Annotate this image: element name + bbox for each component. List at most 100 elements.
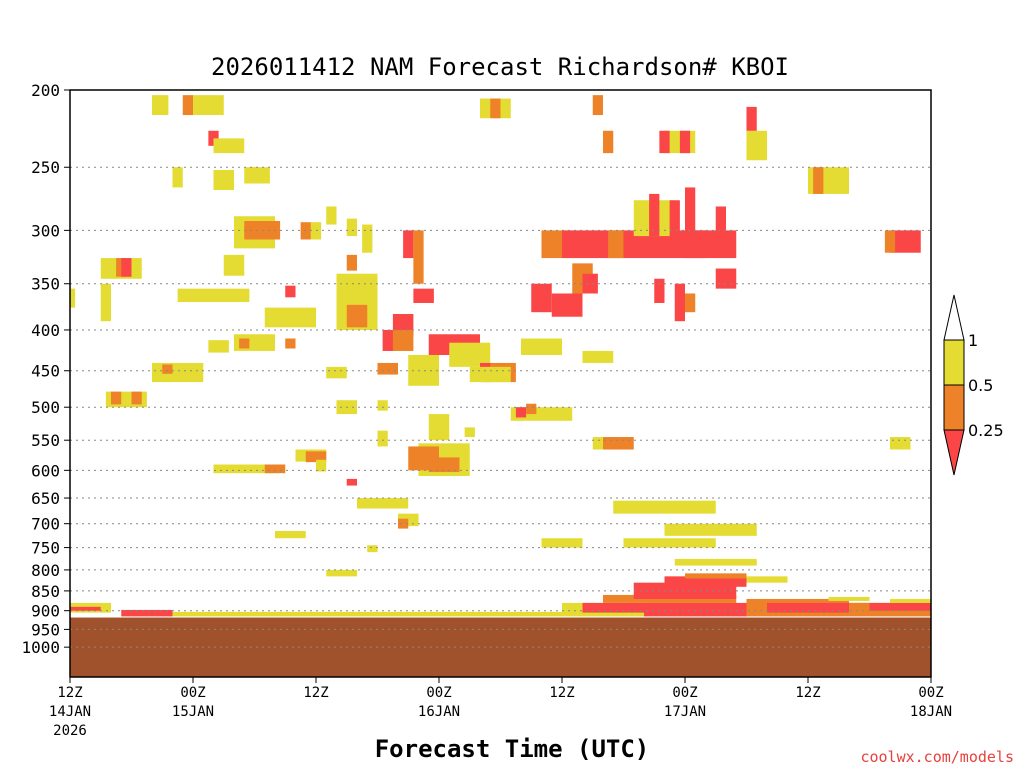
chart-title: 2026011412 NAM Forecast Richardson# KBOI bbox=[211, 53, 789, 81]
richardson-cell bbox=[603, 130, 614, 154]
x-axis: 12Z 14JAN 2026 00Z 15JAN 12Z 00Z 16JAN 12Z 00Z 17J… bbox=[49, 677, 952, 739]
richardson-cell bbox=[669, 200, 680, 248]
richardson-cell bbox=[100, 283, 111, 322]
richardson-cell bbox=[890, 437, 911, 450]
richardson-cell bbox=[70, 288, 76, 308]
x-tick-label: 18JAN bbox=[910, 704, 952, 720]
richardson-cell bbox=[152, 95, 169, 116]
richardson-cell bbox=[387, 329, 414, 351]
x-tick-label: 12Z bbox=[795, 685, 820, 701]
richardson-cell bbox=[531, 283, 552, 313]
richardson-cell bbox=[346, 304, 368, 328]
richardson-cell bbox=[244, 167, 270, 184]
richardson-cell bbox=[449, 342, 491, 367]
colorbar-legend: 1 0.5 0.25 bbox=[943, 294, 1004, 476]
x-tick-label: 00Z bbox=[180, 685, 205, 701]
richardson-band bbox=[767, 602, 870, 613]
richardson-cell bbox=[377, 430, 388, 447]
richardson-cell bbox=[213, 464, 275, 474]
y-tick-label: 900 bbox=[31, 602, 60, 621]
richardson-band bbox=[890, 598, 931, 603]
richardson-cell bbox=[382, 329, 393, 351]
richardson-cell bbox=[377, 362, 398, 375]
richardson-cell bbox=[428, 414, 450, 441]
richardson-cell bbox=[608, 230, 624, 259]
richardson-cell bbox=[715, 268, 737, 289]
y-tick-label: 1000 bbox=[21, 638, 60, 657]
richardson-cell bbox=[326, 569, 357, 577]
x-tick-label: 12Z bbox=[549, 685, 574, 701]
colorbar-label: 0.5 bbox=[968, 376, 993, 395]
richardson-cell bbox=[398, 518, 409, 529]
x-tick-label: 00Z bbox=[918, 685, 943, 701]
richardson-cell bbox=[285, 338, 296, 349]
richardson-cell bbox=[603, 437, 634, 450]
richardson-cell bbox=[654, 278, 665, 303]
richardson-cell bbox=[464, 427, 475, 438]
richardson-cell bbox=[208, 130, 219, 146]
richardson-cell bbox=[264, 307, 316, 328]
richardson-cell bbox=[613, 500, 716, 514]
richardson-cell bbox=[746, 106, 757, 131]
richardson-cell bbox=[346, 478, 357, 486]
x-tick-label: 00Z bbox=[672, 685, 697, 701]
y-tick-label: 750 bbox=[31, 539, 60, 558]
richardson-band bbox=[828, 596, 870, 601]
x-tick-label: 00Z bbox=[426, 685, 451, 701]
richardson-cell bbox=[182, 95, 193, 116]
richardson-cell bbox=[305, 451, 327, 463]
richardson-cell bbox=[177, 288, 250, 303]
y-tick-label: 350 bbox=[31, 275, 60, 294]
richardson-cell bbox=[623, 538, 716, 548]
richardson-cell bbox=[541, 538, 583, 548]
richardson-cell bbox=[208, 340, 229, 353]
colorbar-label: 1 bbox=[968, 331, 978, 350]
richardson-band bbox=[869, 602, 931, 611]
richardson-cell bbox=[367, 545, 378, 553]
richardson-cell bbox=[362, 224, 373, 253]
richardson-cell bbox=[490, 98, 501, 119]
y-tick-label: 450 bbox=[31, 362, 60, 381]
y-tick-label: 550 bbox=[31, 431, 60, 450]
richardson-cell bbox=[469, 366, 511, 383]
y-tick-label: 600 bbox=[31, 461, 60, 480]
richardson-cell bbox=[715, 206, 726, 242]
richardson-cell bbox=[213, 170, 234, 191]
plot-area bbox=[69, 89, 932, 678]
richardson-cell bbox=[275, 531, 306, 539]
colorbar-swatch bbox=[943, 339, 965, 386]
richardson-cell bbox=[521, 338, 562, 355]
richardson-cell bbox=[659, 130, 670, 154]
x-tick-label: 14JAN bbox=[49, 704, 91, 720]
richardson-cell bbox=[685, 187, 696, 259]
richardson-cell bbox=[515, 407, 527, 418]
richardson-cell bbox=[346, 218, 357, 237]
richardson-cell bbox=[239, 338, 250, 349]
richardson-cell bbox=[813, 167, 824, 194]
richardson-cell bbox=[121, 258, 132, 277]
x-tick-label: 12Z bbox=[57, 685, 82, 701]
richardson-cell bbox=[649, 193, 660, 237]
richardson-cell bbox=[746, 130, 767, 161]
richardson-cell bbox=[582, 273, 598, 294]
richardson-band bbox=[377, 611, 562, 617]
richardson-band bbox=[664, 576, 747, 587]
richardson-cell bbox=[316, 459, 327, 472]
richardson-band bbox=[685, 573, 747, 579]
richardson-cell bbox=[264, 464, 286, 474]
x-tick-label: 16JAN bbox=[418, 704, 460, 720]
y-tick-label: 400 bbox=[31, 321, 60, 340]
richardson-cell bbox=[884, 230, 896, 253]
richardson-cell bbox=[674, 283, 685, 322]
richardson-cell bbox=[592, 95, 603, 116]
richardson-band bbox=[172, 611, 378, 617]
y-tick-label: 800 bbox=[31, 561, 60, 580]
richardson-band bbox=[121, 609, 173, 617]
richardson-cell bbox=[582, 350, 614, 363]
credit-link[interactable]: coolwx.com/models bbox=[860, 748, 1014, 766]
richardson-cell bbox=[592, 437, 603, 450]
richardson-cell bbox=[679, 130, 691, 154]
richardson-cell bbox=[890, 230, 921, 253]
x-axis-label: Forecast Time (UTC) bbox=[375, 735, 650, 763]
